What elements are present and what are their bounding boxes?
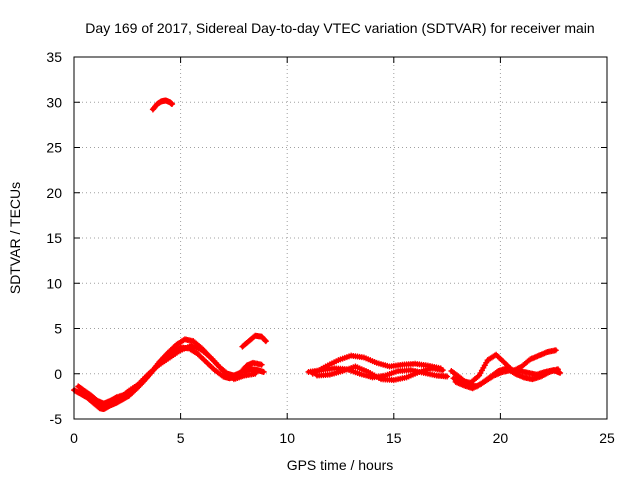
y-tick-label: 0 xyxy=(54,366,62,382)
plot-frame xyxy=(73,56,608,420)
y-tick-label: 35 xyxy=(46,49,62,65)
data-point xyxy=(554,366,561,373)
y-tick-label: 15 xyxy=(46,230,62,246)
series-segment-b xyxy=(75,336,265,407)
data-point xyxy=(262,337,269,344)
data-point xyxy=(552,347,559,354)
series-segment-h xyxy=(314,363,446,384)
series-segment-e xyxy=(149,97,176,113)
y-axis-label: SDTVAR / TECUs xyxy=(7,182,23,294)
x-tick-label: 10 xyxy=(279,430,295,446)
data-point xyxy=(252,370,259,377)
x-tick-label: 0 xyxy=(70,430,78,446)
data-point xyxy=(557,369,564,376)
y-tick-label: 5 xyxy=(54,321,62,337)
data-point xyxy=(444,373,451,380)
chart-title: Day 169 of 2017, Sidereal Day-to-day VTE… xyxy=(85,20,594,36)
tick-labels: 0 5 10 15 20 25 -5 0 5 10 15 20 25 30 35 xyxy=(46,49,615,446)
series-segment-c xyxy=(79,342,259,410)
x-tick-label: 20 xyxy=(493,430,509,446)
x-axis-label: GPS time / hours xyxy=(287,457,394,473)
series-segment-i xyxy=(450,347,559,386)
data-point xyxy=(169,101,176,108)
y-tick-label: 30 xyxy=(46,94,62,110)
data-point xyxy=(260,368,267,375)
series-segment-k xyxy=(452,365,561,392)
y-tick-label: -5 xyxy=(50,411,63,427)
data-point xyxy=(258,361,265,368)
data-point xyxy=(262,338,269,345)
series-segment-d xyxy=(239,332,269,350)
x-tick-label: 5 xyxy=(177,430,185,446)
x-tick-label: 25 xyxy=(599,430,615,446)
data-point xyxy=(439,367,446,374)
y-tick-label: 20 xyxy=(46,185,62,201)
x-tick-label: 15 xyxy=(386,430,402,446)
data-series xyxy=(71,97,564,413)
y-tick-label: 25 xyxy=(46,140,62,156)
y-tick-label: 10 xyxy=(46,275,62,291)
